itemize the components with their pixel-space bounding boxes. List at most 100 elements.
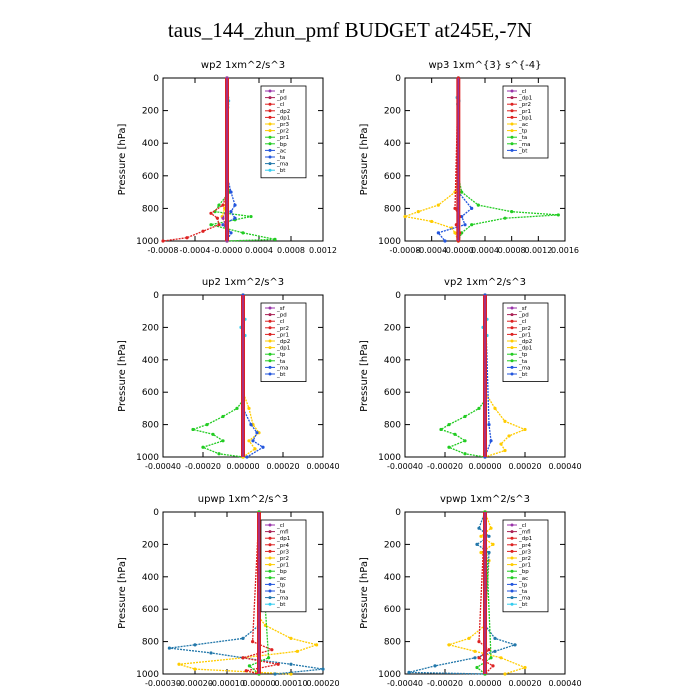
y-tick-label: 600 bbox=[142, 605, 159, 615]
series-point bbox=[221, 439, 225, 443]
x-tick-label: 0.0004 bbox=[245, 246, 273, 255]
legend-label: _dp1 bbox=[276, 346, 290, 352]
legend-marker bbox=[510, 563, 514, 567]
legend-marker bbox=[510, 569, 514, 573]
series-line bbox=[437, 78, 473, 242]
legend-marker bbox=[510, 148, 514, 152]
legend-marker bbox=[268, 549, 272, 553]
series-point bbox=[463, 223, 467, 227]
series-point bbox=[470, 206, 474, 210]
y-tick-label: 400 bbox=[142, 573, 159, 583]
y-tick-label: 1000 bbox=[136, 670, 159, 680]
legend-label: _pr4 bbox=[276, 543, 290, 549]
x-tick-label: 0.0012 bbox=[524, 246, 552, 255]
series-point bbox=[221, 414, 225, 419]
panel-title: vp2 1xm^2/s^3 bbox=[444, 277, 526, 288]
series-point bbox=[447, 423, 451, 427]
series-point bbox=[473, 649, 477, 653]
series-point bbox=[470, 223, 474, 227]
legend-marker bbox=[268, 142, 272, 146]
legend-label: _ma bbox=[276, 162, 288, 168]
legend-marker bbox=[268, 582, 272, 586]
legend-label: _cl bbox=[518, 319, 527, 325]
series-point bbox=[489, 526, 493, 530]
series-point bbox=[185, 236, 189, 240]
figure-title: taus_144_zhun_pmf BUDGET at245E,-7N bbox=[167, 18, 533, 42]
legend-label: _ma bbox=[276, 596, 288, 602]
panel-title: upwp 1xm^2/s^3 bbox=[198, 494, 288, 505]
legend-marker bbox=[268, 89, 272, 93]
legend-marker bbox=[268, 306, 272, 310]
y-tick-label: 200 bbox=[142, 323, 159, 333]
y-tick-label: 0 bbox=[153, 508, 159, 518]
x-tick-label: 0.00040 bbox=[548, 462, 581, 471]
series-point bbox=[193, 667, 197, 671]
series-point bbox=[217, 223, 221, 227]
legend-label: _pr2 bbox=[276, 326, 289, 332]
legend-label: _sf bbox=[276, 306, 286, 312]
series-point bbox=[273, 237, 277, 241]
series-point bbox=[221, 223, 225, 227]
panel-title: vpwp 1xm^2/s^3 bbox=[440, 494, 530, 505]
y-tick-label: 1000 bbox=[136, 453, 159, 463]
series-point bbox=[215, 216, 219, 220]
series-point bbox=[289, 672, 293, 676]
y-tick-label: 0 bbox=[395, 74, 401, 84]
legend-marker bbox=[268, 596, 272, 600]
y-tick-label: 1000 bbox=[378, 670, 401, 680]
legend-label: _ta bbox=[276, 155, 285, 161]
legend-marker bbox=[268, 129, 272, 133]
x-tick-label: 0.00000 bbox=[468, 462, 501, 471]
series-point bbox=[439, 427, 443, 432]
x-tick-label: -0.0000 bbox=[212, 246, 243, 255]
x-tick-label: 0.00000 bbox=[226, 462, 259, 471]
legend-label: _ta bbox=[518, 589, 527, 595]
legend-label: _pr3 bbox=[276, 122, 290, 128]
legend-label: _dp2 bbox=[276, 339, 290, 345]
y-tick-label: 200 bbox=[384, 540, 401, 550]
series-point bbox=[473, 656, 477, 660]
y-tick-label: 0 bbox=[395, 291, 401, 301]
series-point bbox=[191, 427, 195, 432]
legend-label: _bt bbox=[518, 148, 528, 154]
legend-marker bbox=[510, 129, 514, 133]
legend-label: _bt bbox=[276, 372, 286, 378]
legend-box bbox=[502, 302, 549, 382]
legend-label: _cl bbox=[276, 102, 285, 108]
legend-label: _ac bbox=[276, 576, 286, 582]
x-tick-label: 0.00020 bbox=[266, 462, 299, 471]
legend-label: _ac bbox=[276, 148, 286, 154]
legend-marker bbox=[510, 576, 514, 580]
series-point bbox=[217, 452, 221, 456]
y-tick-label: 400 bbox=[384, 139, 401, 149]
series-point bbox=[447, 445, 451, 449]
series-point bbox=[436, 231, 440, 235]
y-tick-label: 600 bbox=[384, 605, 401, 615]
legend-marker bbox=[510, 602, 514, 606]
series-point bbox=[503, 672, 507, 676]
series-point bbox=[453, 432, 457, 436]
series-point bbox=[241, 231, 245, 235]
series-point bbox=[433, 664, 437, 668]
series-point bbox=[479, 550, 483, 555]
series-point bbox=[507, 434, 511, 438]
x-tick-label: 0.0012 bbox=[309, 246, 337, 255]
x-tick-label: -0.00030 bbox=[145, 679, 181, 688]
legend-label: _dp1 bbox=[276, 115, 290, 121]
series-point bbox=[249, 423, 253, 427]
legend-label: _dp1 bbox=[518, 536, 532, 542]
legend-marker bbox=[268, 96, 272, 100]
y-tick-label: 600 bbox=[142, 172, 159, 182]
series-point bbox=[477, 656, 481, 660]
series-point bbox=[510, 210, 514, 214]
series-point bbox=[211, 432, 215, 436]
y-axis-label: Pressure [hPa] bbox=[117, 557, 128, 629]
legend-label: _bp bbox=[276, 142, 287, 148]
legend-marker bbox=[268, 135, 272, 139]
x-tick-label: 0.0008 bbox=[498, 246, 526, 255]
series-point bbox=[261, 445, 265, 449]
y-axis-label: Pressure [hPa] bbox=[117, 124, 128, 196]
legend-label: _pr2 bbox=[518, 326, 531, 332]
legend-marker bbox=[510, 313, 514, 317]
